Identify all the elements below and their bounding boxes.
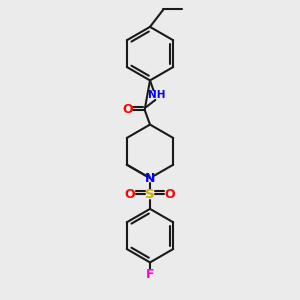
Text: O: O <box>122 103 133 116</box>
Text: O: O <box>165 188 176 201</box>
Text: S: S <box>145 188 155 201</box>
Text: F: F <box>146 268 154 281</box>
Text: O: O <box>124 188 135 201</box>
Text: N: N <box>145 172 155 184</box>
Text: NH: NH <box>148 90 165 100</box>
